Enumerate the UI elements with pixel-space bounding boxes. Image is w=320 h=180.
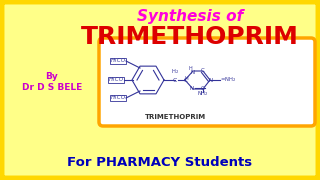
Text: H: H [184,75,188,80]
FancyBboxPatch shape [108,77,124,83]
Text: C: C [201,86,205,91]
Text: TRIMETHOPRIM: TRIMETHOPRIM [144,114,205,120]
Text: C: C [173,78,177,82]
Text: =NH$_2$: =NH$_2$ [220,76,236,84]
Text: For PHARMACY Students: For PHARMACY Students [68,156,252,168]
Text: C: C [184,78,188,84]
FancyBboxPatch shape [110,58,126,64]
FancyBboxPatch shape [99,38,315,126]
Text: $H_3CO$: $H_3CO$ [110,57,126,66]
Text: NH$_2$: NH$_2$ [197,89,209,98]
FancyBboxPatch shape [110,95,126,101]
Text: $H_3CO$: $H_3CO$ [110,94,126,102]
Text: TRIMETHOPRIM: TRIMETHOPRIM [81,25,299,49]
Text: By
Dr D S BELE: By Dr D S BELE [22,72,82,92]
Text: H: H [188,66,192,71]
Text: C: C [201,68,205,73]
Text: H$_2$: H$_2$ [171,68,179,76]
Text: N: N [190,87,194,91]
Text: Synthesis of: Synthesis of [137,10,243,24]
Text: $H_3CO$: $H_3CO$ [108,76,124,84]
Text: N: N [209,78,213,82]
Text: N: N [191,69,195,75]
